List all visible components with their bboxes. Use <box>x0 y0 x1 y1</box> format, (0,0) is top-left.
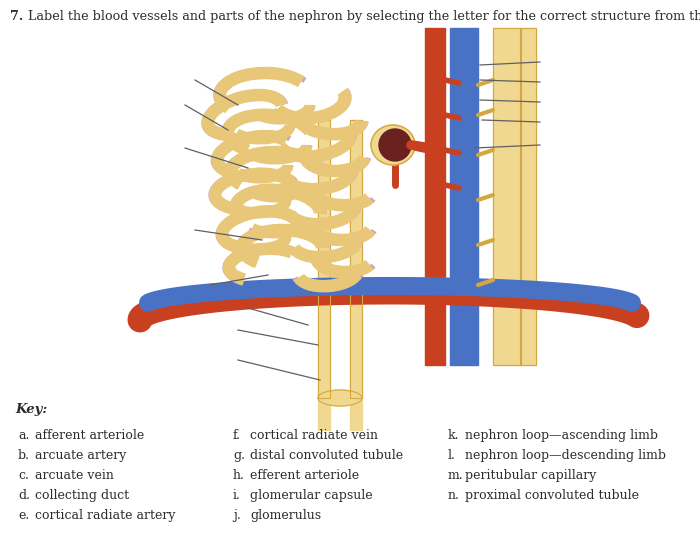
Text: l.: l. <box>448 449 456 462</box>
Text: Key:: Key: <box>15 403 48 416</box>
Bar <box>318 120 330 398</box>
Circle shape <box>379 129 411 161</box>
Text: arcuate vein: arcuate vein <box>35 469 114 482</box>
Text: cortical radiate vein: cortical radiate vein <box>250 429 378 442</box>
Text: proximal convoluted tubule: proximal convoluted tubule <box>465 489 639 502</box>
Text: efferent arteriole: efferent arteriole <box>250 469 359 482</box>
Bar <box>318 398 330 430</box>
Text: c.: c. <box>18 469 29 482</box>
Bar <box>318 120 330 398</box>
Text: j.: j. <box>233 509 241 522</box>
Bar <box>493 28 521 365</box>
Text: afferent arteriole: afferent arteriole <box>35 429 144 442</box>
Text: distal convoluted tubule: distal convoluted tubule <box>250 449 403 462</box>
Text: glomerulus: glomerulus <box>250 509 321 522</box>
Text: arcuate artery: arcuate artery <box>35 449 127 462</box>
Bar <box>520 28 536 365</box>
Bar <box>493 28 521 365</box>
Text: 7.: 7. <box>10 10 23 23</box>
Text: f.: f. <box>233 429 241 442</box>
Text: collecting duct: collecting duct <box>35 489 129 502</box>
Circle shape <box>385 135 395 145</box>
Ellipse shape <box>318 390 362 406</box>
Text: m.: m. <box>448 469 463 482</box>
Ellipse shape <box>372 126 414 164</box>
Text: d.: d. <box>18 489 30 502</box>
Text: Label the blood vessels and parts of the nephron by selecting the letter for the: Label the blood vessels and parts of the… <box>28 10 700 23</box>
Text: n.: n. <box>448 489 460 502</box>
Ellipse shape <box>371 125 415 165</box>
Text: nephron loop—ascending limb: nephron loop—ascending limb <box>465 429 658 442</box>
Text: cortical radiate artery: cortical radiate artery <box>35 509 176 522</box>
Text: glomerular capsule: glomerular capsule <box>250 489 372 502</box>
Text: nephron loop—descending limb: nephron loop—descending limb <box>465 449 666 462</box>
Text: k.: k. <box>448 429 459 442</box>
Bar <box>520 28 536 365</box>
Bar <box>350 398 362 430</box>
Bar <box>350 120 362 398</box>
Text: g.: g. <box>233 449 245 462</box>
Text: a.: a. <box>18 429 29 442</box>
Bar <box>450 28 478 365</box>
Bar <box>350 120 362 398</box>
Text: peritubular capillary: peritubular capillary <box>465 469 596 482</box>
Text: h.: h. <box>233 469 245 482</box>
Circle shape <box>379 129 411 161</box>
Text: b.: b. <box>18 449 30 462</box>
Text: e.: e. <box>18 509 29 522</box>
Text: i.: i. <box>233 489 241 502</box>
Bar <box>425 28 445 365</box>
